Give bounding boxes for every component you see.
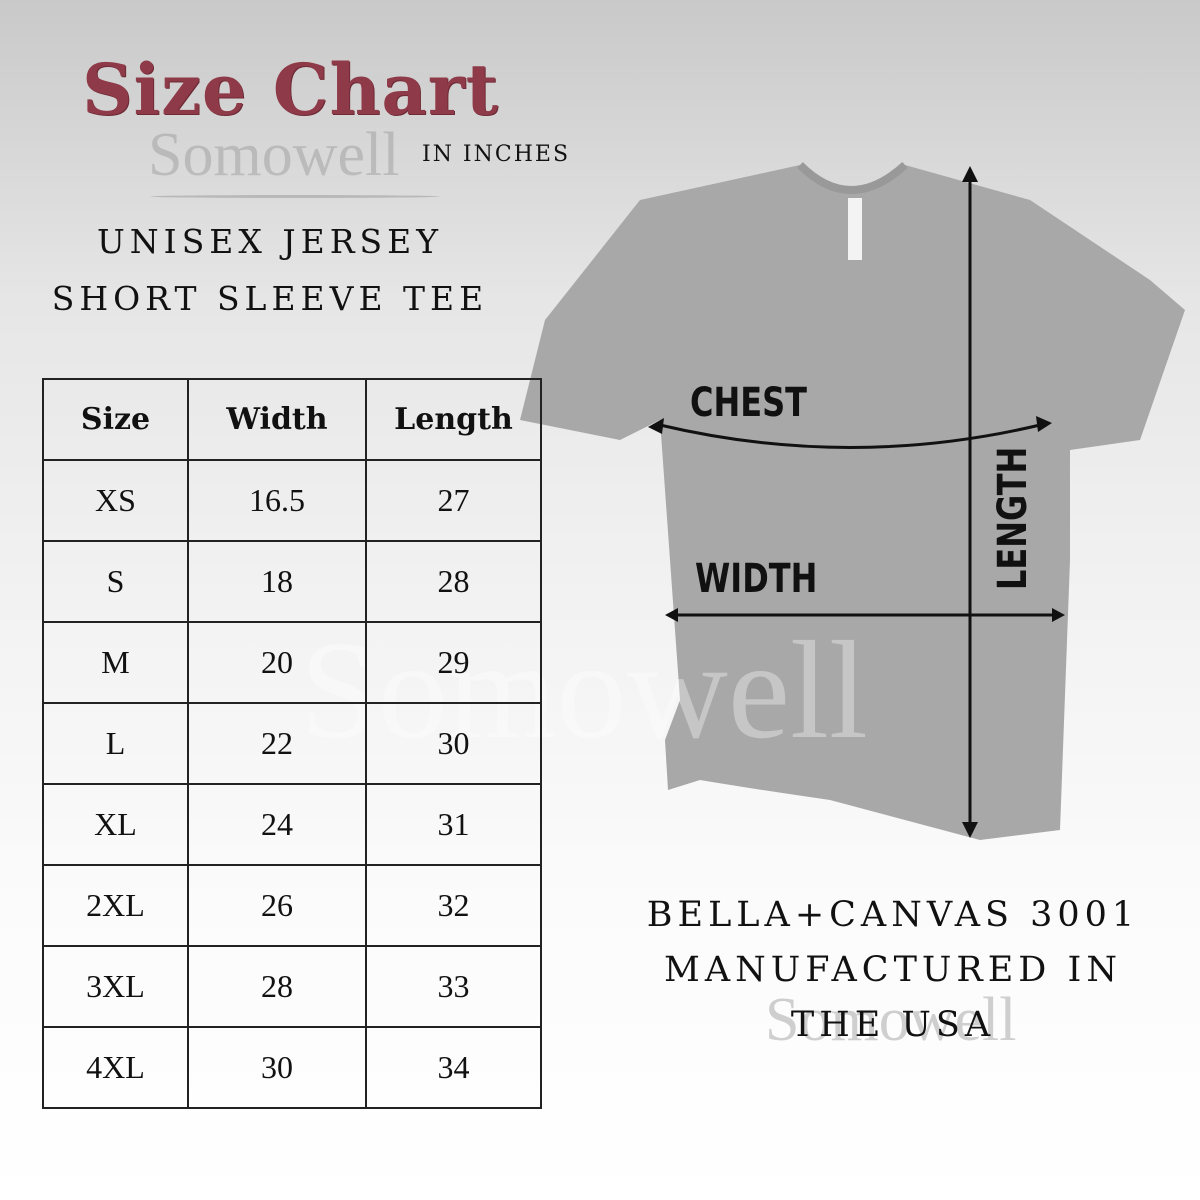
table-row: 2XL 26 32 bbox=[42, 864, 542, 947]
cell-size: S bbox=[42, 540, 189, 623]
table-row: S 18 28 bbox=[42, 540, 542, 623]
cell-size: L bbox=[42, 702, 189, 785]
cell-length: 32 bbox=[365, 864, 542, 947]
cell-width: 20 bbox=[187, 621, 367, 704]
cell-length: 27 bbox=[365, 459, 542, 542]
cell-length: 33 bbox=[365, 945, 542, 1028]
watermark-underline bbox=[150, 195, 440, 198]
cell-width: 16.5 bbox=[187, 459, 367, 542]
cell-size: 3XL bbox=[42, 945, 189, 1028]
cell-width: 26 bbox=[187, 864, 367, 947]
product-name-line1: UNISEX JERSEY bbox=[96, 222, 444, 261]
footer-line3: THE USA bbox=[790, 1005, 996, 1045]
table-row: 4XL 30 34 bbox=[42, 1026, 542, 1109]
length-label: LENGTH bbox=[990, 446, 1036, 590]
product-name-line2: SHORT SLEEVE TEE bbox=[51, 279, 489, 318]
table-row: M 20 29 bbox=[42, 621, 542, 704]
cell-width: 30 bbox=[187, 1026, 367, 1109]
footer-line2: MANUFACTURED IN bbox=[664, 950, 1122, 990]
cell-length: 34 bbox=[365, 1026, 542, 1109]
size-table: Size Width Length XS 16.5 27 S 18 28 M 20 29 L 22 3… bbox=[42, 378, 542, 1109]
cell-width: 22 bbox=[187, 702, 367, 785]
cell-width: 18 bbox=[187, 540, 367, 623]
watermark: Somowell bbox=[148, 121, 400, 189]
cell-size: XL bbox=[42, 783, 189, 866]
watermark-bottom: Somowell bbox=[765, 986, 1017, 1054]
table-row: L 22 30 bbox=[42, 702, 542, 785]
shirt-tag bbox=[848, 198, 862, 260]
table-row: 3XL 28 33 bbox=[42, 945, 542, 1028]
header-width: Width bbox=[187, 378, 367, 461]
cell-width: 24 bbox=[187, 783, 367, 866]
width-label: WIDTH bbox=[695, 556, 818, 602]
footer-line1: BELLA+CANVAS 3001 bbox=[646, 895, 1140, 935]
cell-size: 2XL bbox=[42, 864, 189, 947]
table-row: XL 24 31 bbox=[42, 783, 542, 866]
cell-size: XS bbox=[42, 459, 189, 542]
chest-arrow bbox=[659, 423, 1041, 449]
table-header: Size Width Length bbox=[42, 378, 542, 461]
chest-label: CHEST bbox=[690, 380, 807, 426]
cell-length: 30 bbox=[365, 702, 542, 785]
page-title: Size Chart bbox=[82, 48, 499, 131]
cell-size: M bbox=[42, 621, 189, 704]
tshirt-image bbox=[520, 165, 1185, 840]
cell-length: 31 bbox=[365, 783, 542, 866]
header-size: Size bbox=[42, 378, 189, 461]
cell-length: 28 bbox=[365, 540, 542, 623]
table-row: XS 16.5 27 bbox=[42, 459, 542, 542]
cell-size: 4XL bbox=[42, 1026, 189, 1109]
header-length: Length bbox=[365, 378, 542, 461]
cell-length: 29 bbox=[365, 621, 542, 704]
cell-width: 28 bbox=[187, 945, 367, 1028]
unit-label: IN INCHES bbox=[422, 142, 571, 167]
